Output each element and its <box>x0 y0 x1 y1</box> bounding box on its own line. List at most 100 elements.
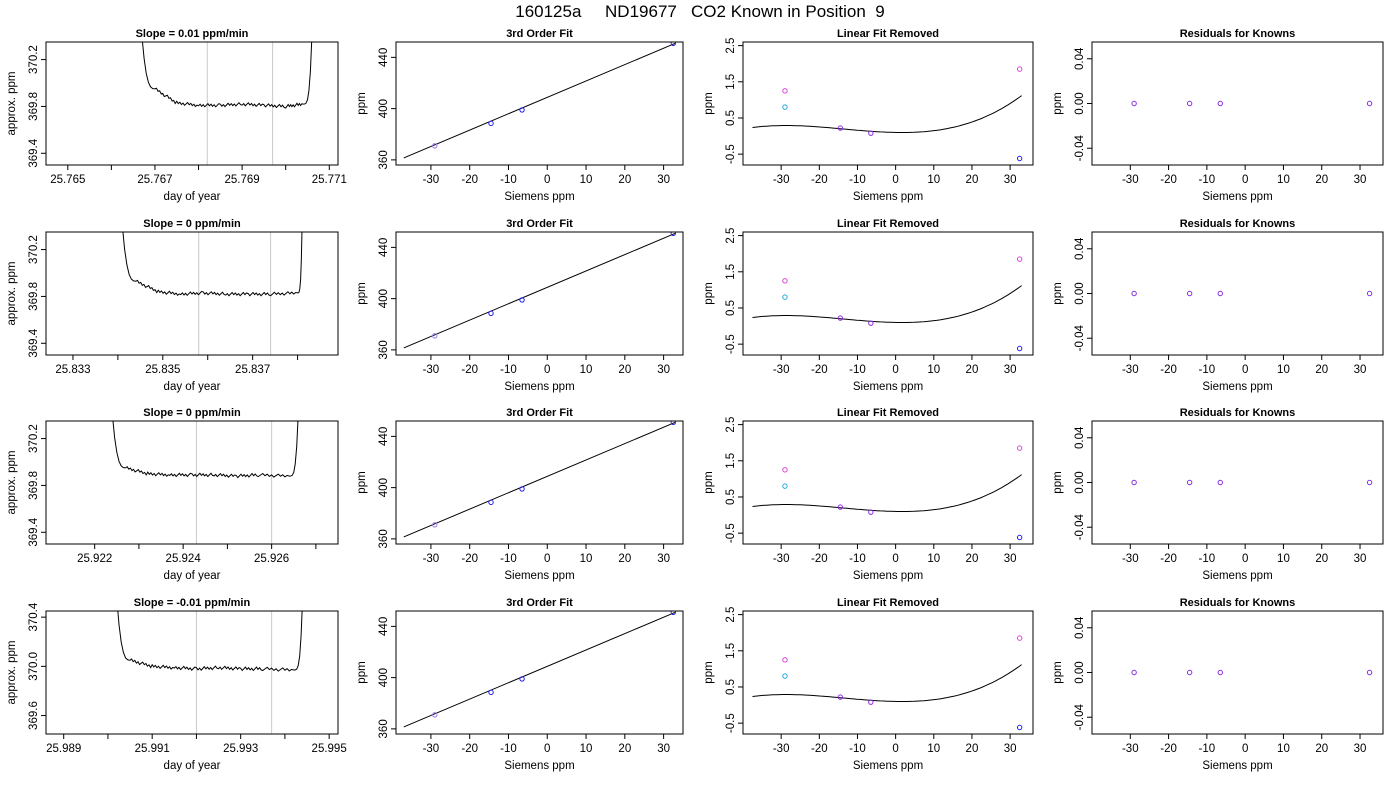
panel-title: 3rd Order Fit <box>506 597 573 609</box>
panel-title: Slope = 0.01 ppm/min <box>136 28 249 40</box>
y-tick-label: 1.5 <box>725 264 737 280</box>
y-tick-label: 440 <box>378 427 390 446</box>
y-tick-label: 2.5 <box>725 38 737 54</box>
plot-area <box>403 232 677 349</box>
x-tick-label: 30 <box>657 174 670 186</box>
panel-title: Linear Fit Removed <box>837 218 939 230</box>
y-tick-label: -0.5 <box>725 523 737 543</box>
plot-frame <box>45 420 339 545</box>
panel-title: Slope = -0.01 ppm/min <box>134 597 251 609</box>
y-axis-label: approx. ppm <box>6 262 18 326</box>
fit-line <box>403 232 676 349</box>
x-tick-label: -30 <box>773 553 790 565</box>
plot-area <box>752 66 1023 162</box>
plot-area <box>1131 669 1373 676</box>
x-tick-label: 25.767 <box>137 174 172 186</box>
plot-frame <box>742 610 1034 735</box>
panel-r1-linear_removed: Linear Fit Removed Siemens ppm ppm -30 -20 -1… <box>703 28 1034 203</box>
x-tick-label: 0 <box>892 743 898 755</box>
y-tick-label: -0.04 <box>1074 704 1086 731</box>
y-axis-label: ppm <box>703 282 715 304</box>
data-point <box>782 278 788 284</box>
plot-area <box>1131 100 1373 107</box>
x-tick-label: 0 <box>544 364 550 376</box>
y-axis-label: ppm <box>356 471 368 493</box>
panel-title: 3rd Order Fit <box>506 218 573 230</box>
x-axis-label: day of year <box>164 570 221 582</box>
data-point <box>670 42 677 46</box>
x-axis-label: Siemens ppm <box>853 760 923 772</box>
data-point <box>488 499 494 506</box>
x-tick-label: 30 <box>657 364 670 376</box>
x-tick-label: 30 <box>657 743 670 755</box>
plot-area <box>403 611 677 728</box>
x-tick-label: -20 <box>811 553 828 565</box>
data-point <box>488 310 494 317</box>
x-tick-label: -30 <box>423 364 440 376</box>
plot-area <box>752 256 1023 352</box>
y-tick-label: 2.5 <box>725 228 737 244</box>
y-axis-label: ppm <box>703 661 715 683</box>
trace-line <box>122 232 303 297</box>
x-tick-label: -20 <box>1160 553 1177 565</box>
plot-frame <box>1091 420 1384 545</box>
x-tick-label: -30 <box>423 174 440 186</box>
data-point <box>519 297 525 303</box>
plot-frame <box>395 231 684 356</box>
y-tick-label: 0.5 <box>725 679 737 695</box>
y-axis-label: ppm <box>356 282 368 304</box>
data-point <box>1016 155 1023 162</box>
x-tick-label: -10 <box>1199 743 1216 755</box>
x-tick-label: 0 <box>544 553 550 565</box>
x-axis-label: Siemens ppm <box>504 381 574 393</box>
panel-r2-fit: 3rd Order Fit Siemens ppm ppm -30 -20 -10 0 10 2… <box>356 218 684 393</box>
y-tick-label: 2.5 <box>725 417 737 433</box>
data-point <box>432 333 438 339</box>
y-tick-label: 369.4 <box>28 138 40 167</box>
x-tick-label: 25.765 <box>50 174 85 186</box>
x-tick-label: 10 <box>1277 364 1290 376</box>
y-tick-label: 0.04 <box>1074 237 1086 260</box>
panel-title: Linear Fit Removed <box>837 28 939 40</box>
x-tick-label: 10 <box>1277 174 1290 186</box>
plot-frame <box>742 41 1034 166</box>
data-point <box>1217 479 1223 486</box>
x-tick-label: 0 <box>892 364 898 376</box>
fit-curve <box>752 95 1022 133</box>
panel-r2-linear_removed: Linear Fit Removed Siemens ppm ppm -30 -20 -1… <box>703 218 1034 393</box>
x-tick-label: -20 <box>811 743 828 755</box>
x-tick-label: 20 <box>966 364 979 376</box>
plot-frame <box>395 420 684 545</box>
y-tick-label: 369.8 <box>28 92 40 121</box>
data-point <box>1016 445 1023 451</box>
x-tick-label: 25.833 <box>55 364 90 376</box>
x-tick-label: 20 <box>966 553 979 565</box>
plot-frame <box>395 610 684 735</box>
data-point <box>1131 479 1137 486</box>
x-tick-label: 25.924 <box>166 553 202 565</box>
fit-line <box>403 421 676 538</box>
panel-title: Residuals for Knowns <box>1180 218 1296 230</box>
data-point <box>1131 290 1137 297</box>
x-tick-label: -10 <box>849 743 866 755</box>
x-tick-label: 20 <box>1315 553 1328 565</box>
plot-frame <box>1091 41 1384 166</box>
data-point <box>1131 669 1137 676</box>
x-tick-label: -30 <box>1122 743 1139 755</box>
x-tick-label: -10 <box>500 174 517 186</box>
x-tick-label: 10 <box>1277 743 1290 755</box>
x-tick-label: 30 <box>1354 553 1367 565</box>
x-tick-label: 20 <box>1315 743 1328 755</box>
x-tick-label: 25.926 <box>254 553 289 565</box>
x-tick-label: -10 <box>849 364 866 376</box>
data-point <box>782 88 788 94</box>
y-axis-label: ppm <box>703 471 715 493</box>
data-point <box>837 315 844 321</box>
x-tick-label: -10 <box>1199 174 1216 186</box>
plot-frame <box>1091 610 1384 735</box>
x-tick-label: 20 <box>618 174 631 186</box>
x-tick-label: 25.837 <box>235 364 270 376</box>
plot-area <box>403 42 677 159</box>
y-axis-label: ppm <box>1052 661 1064 683</box>
data-point <box>1366 100 1373 107</box>
